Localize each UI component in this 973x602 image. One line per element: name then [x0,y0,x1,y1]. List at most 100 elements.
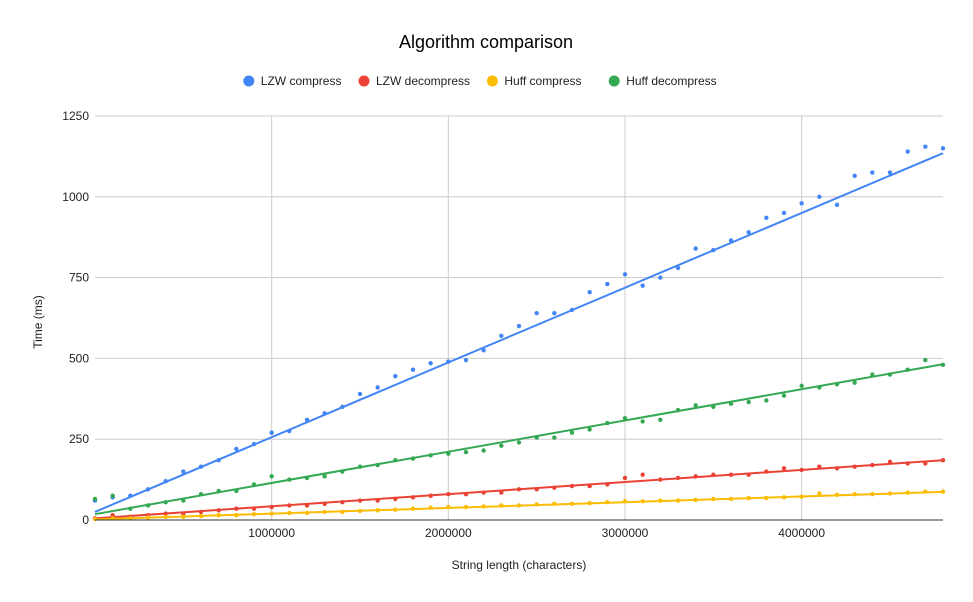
point-huff-compress [534,502,539,507]
legend-label-huff-compress: Huff compress [504,74,581,88]
point-lzw-compress [446,359,451,364]
point-huff-decompress [357,464,363,469]
point-lzw-decompress [675,475,681,481]
point-huff-compress [393,507,398,512]
point-huff-decompress [269,474,274,479]
point-lzw-decompress [375,498,380,503]
point-huff-compress [516,503,522,508]
point-huff-decompress [605,420,610,426]
point-huff-compress [287,510,292,516]
point-lzw-compress [711,247,716,253]
point-lzw-decompress [198,509,204,515]
point-huff-compress [251,511,257,517]
point-huff-compress [675,498,681,503]
legend-label-huff-decompress: Huff decompress [626,74,717,88]
point-lzw-decompress [499,490,504,495]
point-lzw-compress [552,310,557,316]
point-huff-decompress [128,506,133,511]
point-lzw-compress [569,307,575,313]
point-huff-compress [463,504,469,510]
point-huff-compress [198,513,204,519]
point-huff-decompress [251,482,257,487]
point-lzw-decompress [269,504,274,510]
y-tick-labels: 0 250 500 750 1000 1250 [62,109,89,527]
point-lzw-compress [675,265,681,271]
legend: LZW compress LZW decompress Huff compress H… [243,74,717,88]
point-huff-decompress [234,488,239,494]
point-lzw-compress [887,170,893,175]
point-lzw-compress [640,283,645,288]
point-huff-decompress [569,430,575,435]
point-huff-decompress [817,385,822,390]
point-huff-compress [446,504,451,510]
point-huff-compress [923,489,928,494]
legend-label-lzw-compress: LZW compress [261,74,342,88]
point-lzw-compress [428,361,433,366]
point-lzw-compress [287,428,292,434]
point-huff-compress [499,503,504,508]
point-lzw-decompress [428,493,433,498]
point-huff-decompress [587,427,592,432]
x-tick-label: 1000000 [248,526,295,540]
point-lzw-compress [940,146,946,151]
point-lzw-decompress [852,464,857,469]
point-huff-compress [764,495,769,501]
point-lzw-decompress [216,508,221,513]
point-lzw-decompress [622,475,628,481]
data-points [92,144,946,522]
point-lzw-compress [216,458,221,463]
point-huff-compress [622,499,628,504]
point-lzw-decompress [781,466,787,471]
point-huff-compress [905,490,910,495]
point-huff-compress [728,496,734,502]
point-lzw-compress [764,215,769,221]
point-lzw-decompress [870,462,875,468]
point-lzw-decompress [304,503,310,508]
point-lzw-decompress [728,472,734,477]
point-lzw-decompress [340,500,345,505]
point-huff-compress [817,491,822,496]
point-lzw-compress [905,149,910,154]
y-tick-label: 500 [69,351,89,365]
point-huff-decompress [764,398,769,403]
point-huff-decompress [728,401,734,406]
point-lzw-compress [817,194,822,199]
point-huff-decompress [711,404,716,410]
point-huff-compress [128,516,133,521]
point-huff-compress [481,504,486,509]
point-lzw-compress [304,417,310,423]
point-huff-compress [569,501,575,507]
point-huff-compress [181,514,186,519]
point-huff-compress [428,505,433,510]
point-lzw-compress [728,238,734,243]
point-huff-decompress [552,435,557,440]
y-tick-label: 1000 [62,190,89,204]
point-huff-compress [552,501,557,507]
point-lzw-compress [322,411,327,416]
point-huff-decompress [198,491,204,497]
point-huff-decompress [375,462,380,468]
point-lzw-decompress [711,472,716,477]
point-lzw-compress [463,357,469,363]
point-huff-compress [304,510,310,516]
point-lzw-compress [269,430,274,435]
point-lzw-decompress [251,506,257,511]
point-lzw-decompress [817,464,822,469]
point-lzw-compress [516,323,522,329]
point-lzw-decompress [587,483,592,489]
point-lzw-compress [693,246,698,251]
point-huff-decompress [675,407,681,413]
point-huff-decompress [463,449,469,455]
point-huff-decompress [481,448,486,453]
chart-title: Algorithm comparison [399,32,573,52]
point-huff-compress [834,492,840,497]
point-lzw-compress [587,289,592,295]
point-huff-decompress [693,403,698,408]
point-huff-decompress [852,380,857,385]
legend-marker-lzw-decompress [358,75,370,87]
x-tick-label: 3000000 [602,526,649,540]
point-lzw-compress [198,464,204,469]
point-lzw-decompress [799,467,804,473]
point-huff-decompress [499,443,504,448]
point-huff-decompress [940,362,946,368]
